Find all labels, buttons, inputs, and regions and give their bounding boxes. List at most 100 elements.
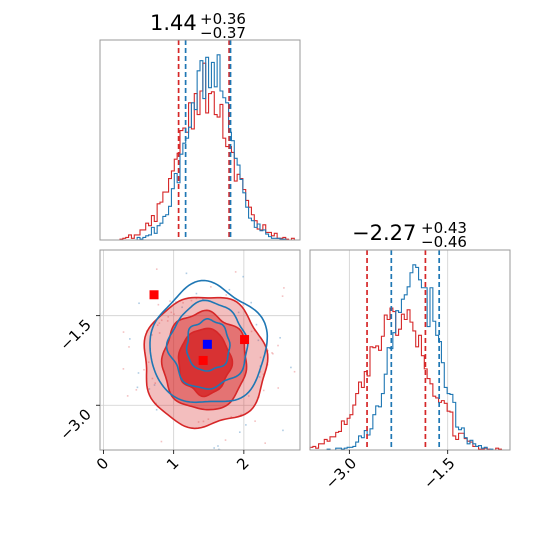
pk-sample-point bbox=[155, 408, 158, 411]
title-bottom-right-lower: −0.46 bbox=[421, 233, 467, 251]
pk-sample-point bbox=[135, 389, 138, 391]
pk-marker-blue-3 bbox=[202, 339, 212, 349]
pk-sample-point bbox=[167, 315, 169, 318]
pk-sample-point bbox=[151, 334, 153, 336]
pk-sample-point bbox=[160, 440, 163, 443]
pk-sample-point bbox=[160, 319, 163, 322]
pk-sample-point bbox=[237, 311, 240, 314]
pk-ytick-label-0: −1.5 bbox=[56, 316, 94, 354]
pk-sample-point bbox=[201, 485, 203, 487]
pk-sample-point bbox=[202, 420, 205, 423]
pk-sample-point bbox=[290, 366, 292, 369]
pk-sample-point bbox=[151, 377, 154, 380]
pk-sample-point bbox=[128, 346, 130, 348]
pk-sample-point bbox=[282, 429, 284, 432]
pk-sample-point bbox=[250, 301, 252, 304]
pk-blue-contour-1 bbox=[165, 299, 249, 390]
pk-sample-point bbox=[223, 458, 225, 460]
pk-sample-point bbox=[122, 368, 125, 370]
pk-sample-point bbox=[238, 431, 241, 433]
pk-sample-point bbox=[147, 361, 150, 364]
pk-sample-point bbox=[259, 356, 262, 359]
pk-sample-point bbox=[259, 371, 262, 373]
pk-sample-point bbox=[272, 352, 274, 355]
p2-hist-blue bbox=[310, 264, 510, 451]
pk-sample-point bbox=[122, 331, 125, 333]
pk-sample-point bbox=[250, 330, 253, 333]
pk-sample-point bbox=[195, 297, 198, 300]
pk-sample-point bbox=[271, 352, 273, 354]
pk-sample-point bbox=[257, 339, 260, 342]
pk-sample-point bbox=[262, 389, 265, 392]
pk-sample-point bbox=[156, 324, 159, 326]
pk-blue-contour-0 bbox=[185, 318, 231, 372]
pk-sample-point bbox=[210, 286, 212, 288]
pk-sample-point bbox=[224, 439, 227, 441]
pk-blue-contour-2 bbox=[149, 279, 269, 404]
pk-sample-point bbox=[190, 299, 193, 302]
p1-hist-blue bbox=[100, 54, 300, 241]
pk-sample-point bbox=[299, 461, 301, 463]
pk-sample-point bbox=[228, 288, 231, 291]
pk-red-contour-0 bbox=[177, 327, 234, 398]
pk-sample-point bbox=[195, 292, 198, 295]
pk-sample-point bbox=[262, 373, 265, 375]
pk-sample-point bbox=[154, 382, 157, 384]
pk-sample-point bbox=[155, 402, 157, 405]
pk-sample-point bbox=[129, 338, 131, 340]
pk-sample-point bbox=[279, 336, 281, 339]
panel-top-left: 1.44 +0.36 −0.37 bbox=[99, 10, 301, 241]
pk-sample-point bbox=[137, 372, 140, 374]
pk-sample-point bbox=[190, 455, 192, 457]
p2-hist-red bbox=[309, 307, 510, 451]
pk-sample-point bbox=[258, 376, 261, 378]
pk-sample-point bbox=[254, 420, 256, 422]
panel-bottom-left: 0 1 2 −1.5 −3.0 bbox=[56, 249, 325, 487]
pk-sample-point bbox=[277, 387, 280, 389]
pk-sample-point bbox=[244, 456, 246, 458]
pk-sample-point bbox=[277, 344, 279, 347]
pk-sample-point bbox=[182, 301, 184, 304]
panel-top-left-frame bbox=[99, 39, 301, 241]
pk-sample-point bbox=[281, 295, 284, 297]
pk-sample-point bbox=[264, 442, 266, 444]
pk-sample-point bbox=[173, 313, 175, 315]
pk-sample-point bbox=[234, 271, 237, 273]
pk-sample-point bbox=[155, 268, 158, 270]
pk-sample-point bbox=[213, 447, 215, 449]
panel-bottom-left-frame bbox=[99, 249, 301, 451]
pk-sample-point bbox=[207, 418, 210, 420]
pk-sample-point bbox=[245, 424, 247, 426]
pk-sample-point bbox=[255, 323, 258, 326]
pk-sample-point bbox=[126, 395, 129, 397]
pk-sample-point bbox=[136, 386, 139, 389]
pk-sample-point bbox=[230, 416, 233, 418]
panel-bottom-right-frame bbox=[309, 249, 511, 451]
pk-sample-point bbox=[143, 368, 145, 371]
title-top-left-lower: −0.37 bbox=[200, 24, 246, 42]
pk-red-contour-2 bbox=[143, 296, 269, 430]
title-bottom-right-upper: +0.43 bbox=[421, 219, 467, 237]
pk-sample-point bbox=[201, 298, 204, 301]
pk-marker-red-2 bbox=[198, 355, 208, 365]
pk-sample-point bbox=[283, 287, 285, 289]
pk-sample-point bbox=[197, 421, 200, 423]
pk-sample-point bbox=[138, 302, 140, 305]
pk-sample-point bbox=[170, 311, 173, 314]
pk-sample-point bbox=[158, 332, 161, 334]
pk-sample-point bbox=[323, 306, 325, 308]
pk-sample-point bbox=[166, 320, 169, 322]
pk-sample-point bbox=[267, 349, 269, 352]
pk-xtick-label-1: 1 bbox=[163, 454, 182, 473]
panel-bottom-right: −2.27 +0.43 −0.46 −3.0 −1.5 bbox=[309, 219, 511, 493]
pk-sample-point bbox=[169, 300, 171, 302]
pk-red-contour-1 bbox=[160, 309, 248, 411]
pk-sample-point bbox=[181, 306, 183, 309]
pk-sample-point bbox=[229, 454, 231, 456]
pk-xtick-label-2: 2 bbox=[233, 454, 252, 473]
pk-sample-point bbox=[153, 384, 156, 386]
p2-xtick-label-1: −1.5 bbox=[420, 454, 458, 492]
pk-sample-point bbox=[242, 275, 244, 278]
pk-sample-point bbox=[158, 322, 161, 324]
pk-sample-point bbox=[247, 395, 250, 397]
